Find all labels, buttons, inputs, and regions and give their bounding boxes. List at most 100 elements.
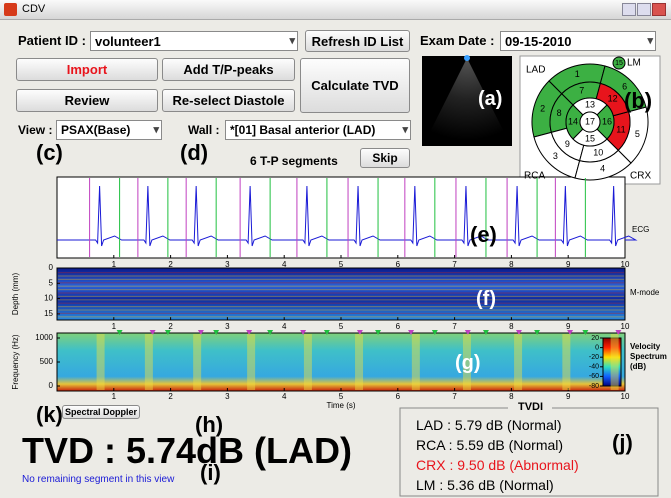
spectrum-band bbox=[514, 334, 522, 390]
segment-label: 1 bbox=[575, 69, 580, 79]
x-tick-label: 10 bbox=[621, 322, 630, 331]
y-tick-label: 15 bbox=[44, 309, 53, 318]
spectrum-band bbox=[145, 334, 153, 390]
x-tick-label: 5 bbox=[339, 322, 344, 331]
spectrum-image bbox=[57, 333, 625, 391]
annotation: (j) bbox=[612, 430, 633, 456]
segment-label: 12 bbox=[608, 94, 618, 104]
annotation: (i) bbox=[200, 460, 221, 486]
x-tick-label: 6 bbox=[396, 260, 401, 269]
x-tick-label: 2 bbox=[168, 392, 173, 401]
spectrum-band bbox=[412, 334, 420, 390]
y-tick-label: 500 bbox=[40, 357, 54, 366]
y-tick-label: 1000 bbox=[35, 333, 53, 342]
territory-label: RCA bbox=[524, 171, 545, 182]
x-tick-label: 6 bbox=[396, 392, 401, 401]
segment-label: 3 bbox=[553, 151, 558, 161]
x-tick-label: 2 bbox=[168, 322, 173, 331]
colorbar-tick-label: -60 bbox=[589, 373, 599, 380]
segment-label: 15 bbox=[585, 133, 595, 143]
x-tick-label: 3 bbox=[225, 322, 230, 331]
spectrum-band bbox=[193, 334, 201, 390]
colorbar-tick-label: -40 bbox=[589, 364, 599, 371]
mmode-streak bbox=[58, 313, 624, 314]
status-message: No remaining segment in this view bbox=[22, 474, 174, 485]
segment-label: 8 bbox=[557, 108, 562, 118]
tvdi-row: LM : 5.36 dB (Normal) bbox=[416, 477, 554, 493]
y-tick-label: 10 bbox=[44, 294, 53, 303]
annotation: (b) bbox=[624, 88, 652, 114]
x-tick-label: 2 bbox=[168, 260, 173, 269]
spectrum-band bbox=[247, 334, 255, 390]
territory-label: LAD bbox=[526, 65, 545, 76]
y-tick-label: 0 bbox=[49, 381, 54, 390]
mmode-streak bbox=[58, 275, 624, 276]
x-tick-label: 6 bbox=[396, 322, 401, 331]
tvdi-title: TVDI bbox=[518, 401, 543, 413]
mmode-streak bbox=[58, 289, 624, 290]
spectrum-band bbox=[304, 334, 312, 390]
x-tick-label: 1 bbox=[112, 392, 117, 401]
x-tick-label: 8 bbox=[509, 260, 514, 269]
axis-label: Frequency (Hz) bbox=[11, 334, 20, 389]
probe-marker bbox=[464, 55, 470, 61]
x-tick-label: 7 bbox=[452, 260, 457, 269]
colorbar-tick-label: 20 bbox=[591, 335, 599, 342]
x-tick-label: 8 bbox=[509, 392, 514, 401]
axis-label: Depth (mm) bbox=[11, 273, 20, 316]
annotation: (f) bbox=[476, 288, 496, 311]
spectrum-band bbox=[355, 334, 363, 390]
mmode-streak bbox=[58, 272, 624, 273]
axis-label: Time (s) bbox=[326, 401, 355, 410]
mmode-streak bbox=[58, 286, 624, 287]
x-tick-label: 9 bbox=[566, 322, 571, 331]
plot-label: M-mode bbox=[630, 288, 660, 297]
segment-label: 4 bbox=[600, 164, 605, 174]
colorbar-tick-label: -20 bbox=[589, 354, 599, 361]
segment-label: 9 bbox=[565, 139, 570, 149]
x-tick-label: 5 bbox=[339, 392, 344, 401]
lm-badge-label: 15 bbox=[615, 60, 623, 67]
mmode-streak bbox=[58, 309, 624, 310]
x-tick-label: 3 bbox=[225, 392, 230, 401]
x-tick-label: 3 bbox=[225, 260, 230, 269]
segment-label: 13 bbox=[585, 99, 595, 109]
spectral-doppler-button[interactable]: Spectral Doppler bbox=[62, 405, 140, 419]
tvdi-row: LAD : 5.79 dB (Normal) bbox=[416, 417, 562, 433]
x-tick-label: 9 bbox=[566, 392, 571, 401]
y-tick-label: 0 bbox=[49, 263, 54, 272]
x-tick-label: 7 bbox=[452, 392, 457, 401]
x-tick-label: 10 bbox=[621, 260, 630, 269]
mmode-streak bbox=[58, 296, 624, 297]
x-tick-label: 4 bbox=[282, 260, 287, 269]
x-tick-label: 1 bbox=[112, 322, 117, 331]
mmode-streak bbox=[58, 316, 624, 317]
app-window: CDV Patient ID : volunteer1 Refresh ID L… bbox=[0, 0, 671, 498]
annotation: (a) bbox=[478, 88, 502, 111]
tvd-result: TVD : 5.74dB (LAD) bbox=[22, 430, 352, 472]
segment-label: 2 bbox=[540, 104, 545, 114]
x-tick-label: 7 bbox=[452, 322, 457, 331]
x-tick-label: 9 bbox=[566, 260, 571, 269]
spectrum-band bbox=[97, 334, 105, 390]
mmode-streak bbox=[58, 282, 624, 283]
segment-label: 11 bbox=[616, 125, 625, 135]
x-tick-label: 10 bbox=[621, 392, 630, 401]
mmode-streak bbox=[58, 279, 624, 280]
colorbar-tick-label: 0 bbox=[595, 344, 599, 351]
annotation: (e) bbox=[470, 222, 497, 248]
annotation: (g) bbox=[455, 352, 481, 375]
x-tick-label: 1 bbox=[112, 260, 117, 269]
segment-label: 16 bbox=[602, 116, 612, 126]
segment-label: 14 bbox=[568, 116, 578, 126]
mmode-streak bbox=[58, 292, 624, 293]
segment-label: 10 bbox=[593, 147, 603, 157]
x-tick-label: 4 bbox=[282, 322, 287, 331]
territory-label: CRX bbox=[630, 171, 651, 182]
colorbar-label: (dB) bbox=[630, 362, 646, 371]
mmode-streak bbox=[58, 306, 624, 307]
segment-label: 17 bbox=[585, 116, 595, 126]
annotation: (k) bbox=[36, 402, 63, 428]
plot-label: ECG bbox=[632, 225, 649, 234]
tvdi-row: RCA : 5.59 dB (Normal) bbox=[416, 437, 563, 453]
